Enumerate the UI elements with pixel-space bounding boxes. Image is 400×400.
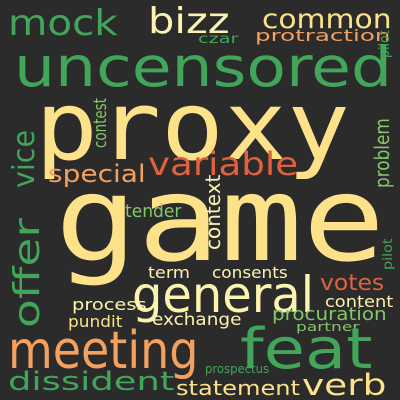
word-statement: statement	[176, 376, 300, 400]
word-common: common	[262, 4, 392, 35]
word-dissident: dissident	[8, 367, 175, 397]
word-feat: feat	[240, 317, 373, 382]
word-proxy: proxy	[35, 72, 350, 182]
word-content: content	[325, 292, 394, 311]
word-pilot-top: pilot	[377, 30, 393, 58]
word-verb: verb	[302, 368, 387, 400]
word-uncensored: uncensored	[14, 35, 393, 99]
word-special: special	[48, 160, 146, 188]
word-procuration: procuration	[272, 304, 387, 325]
word-problem: problem	[370, 118, 394, 188]
word-czar: czar	[198, 32, 239, 47]
word-variable: variable	[148, 145, 299, 183]
word-exchange: exchange	[152, 310, 242, 330]
word-votes: votes	[320, 271, 385, 296]
word-meeting: meeting	[8, 321, 199, 381]
word-vice: vice	[7, 129, 42, 188]
word-pilot-right: pilot	[381, 238, 396, 270]
word-bizz: bizz	[148, 1, 230, 42]
word-pundit: pundit	[68, 312, 123, 331]
word-context: context	[201, 174, 225, 250]
word-term: term	[148, 263, 190, 282]
word-contest: contest	[90, 98, 111, 148]
word-general: general	[132, 266, 315, 324]
word-consents: consents	[212, 263, 288, 282]
word-tender: tender	[125, 201, 182, 222]
word-offer: offer	[7, 218, 48, 328]
word-game: game	[55, 150, 386, 288]
word-prospectus: prospectus	[205, 362, 270, 376]
word-partner: partner	[296, 320, 360, 334]
word-mock: mock	[8, 3, 118, 44]
word-process: process	[72, 295, 147, 314]
word-protraction: protraction	[255, 26, 391, 45]
